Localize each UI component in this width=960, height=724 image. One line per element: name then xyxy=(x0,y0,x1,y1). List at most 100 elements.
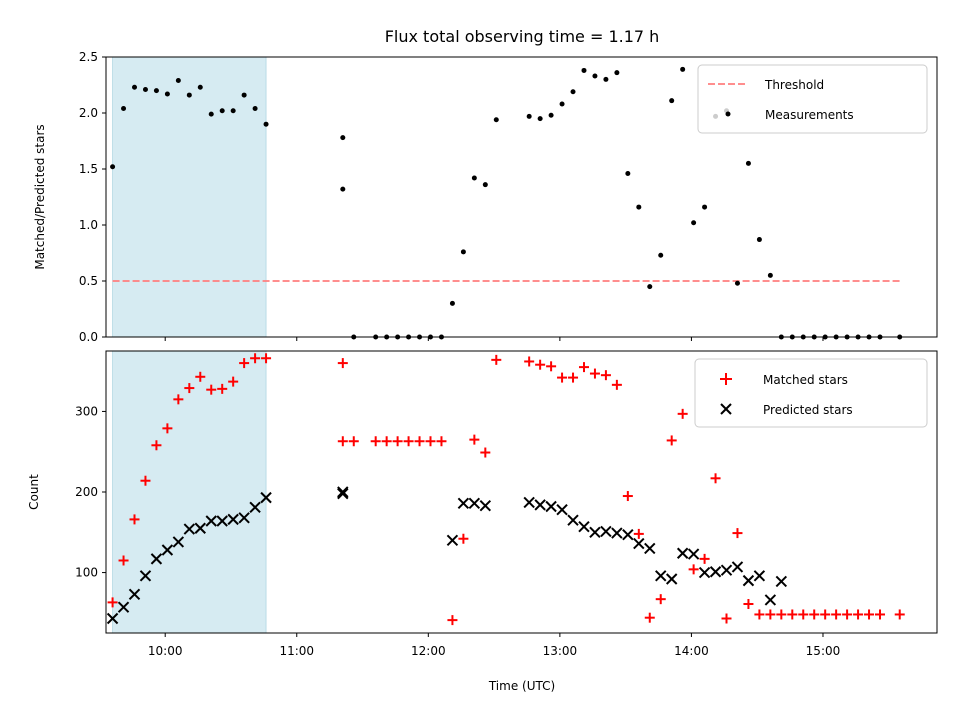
matched-star-point xyxy=(458,533,469,544)
matched-star-point xyxy=(436,436,447,447)
y-tick-label: 2.0 xyxy=(79,106,98,120)
matched-star-point xyxy=(250,353,261,364)
measurement-point xyxy=(230,108,236,114)
matched-star-point xyxy=(600,370,611,381)
predicted-star-point xyxy=(600,525,612,538)
matched-star-point xyxy=(370,436,381,447)
predicted-star-point xyxy=(523,496,535,509)
matched-star-point xyxy=(721,613,732,624)
measurement-point xyxy=(734,280,740,286)
x-tick-label: 15:00 xyxy=(806,644,841,658)
matched-star-point xyxy=(217,383,228,394)
predicted-star-point xyxy=(753,570,766,582)
measurement-point xyxy=(614,70,620,76)
matched-star-point xyxy=(688,564,699,575)
predicted-star-point xyxy=(567,514,579,526)
predicted-star-point xyxy=(622,528,634,541)
predicted-star-point xyxy=(117,601,130,613)
predicted-star-point xyxy=(216,515,228,527)
predicted-star-point xyxy=(676,547,689,559)
predicted-star-point xyxy=(183,523,196,535)
matched-star-point xyxy=(776,609,787,620)
predicted-star-point xyxy=(633,537,645,550)
matched-star-point xyxy=(546,361,557,372)
matched-star-point xyxy=(677,408,688,419)
predicted-star-point xyxy=(468,497,481,509)
matched-star-point xyxy=(831,609,842,620)
measurement-point xyxy=(449,300,455,306)
measurement-point xyxy=(548,112,554,118)
matched-star-point xyxy=(732,528,743,539)
matched-star-point xyxy=(228,376,239,387)
measurement-point xyxy=(493,117,499,123)
matched-star-point xyxy=(173,394,184,405)
measurement-point xyxy=(691,220,697,226)
top-y-axis-label: Matched/Predicted stars xyxy=(33,124,47,269)
bottom-x-axis: 10:00 11:00 12:00 13:00 14:00 15:00 xyxy=(148,633,840,658)
matched-star-point xyxy=(140,475,151,486)
measurement-point xyxy=(756,237,762,243)
matched-star-point xyxy=(809,609,820,620)
predicted-star-point xyxy=(534,499,546,511)
measurement-point xyxy=(636,204,642,210)
top-axes-frame xyxy=(105,56,938,338)
predicted-star-point xyxy=(128,588,141,601)
top-plot-area xyxy=(110,66,903,340)
matched-star-point xyxy=(798,609,809,620)
bottom-legend-box xyxy=(694,358,928,428)
measurement-point xyxy=(186,92,192,98)
y-tick-label: 300 xyxy=(75,404,98,418)
measurement-point xyxy=(110,164,116,170)
predicted-star-point xyxy=(644,542,656,555)
measurement-point xyxy=(669,98,675,104)
matched-star-point xyxy=(469,434,480,445)
measurement-point xyxy=(537,116,543,122)
matched-star-point xyxy=(765,609,776,620)
bottom-shaded-interval xyxy=(112,350,267,634)
predicted-star-point xyxy=(172,536,185,548)
matched-star-point xyxy=(184,383,195,394)
predicted-star-point xyxy=(589,526,601,538)
measurement-point xyxy=(592,73,598,79)
x-tick-label: 13:00 xyxy=(543,644,578,658)
bottom-plot-area xyxy=(106,353,905,626)
top-legend-box xyxy=(697,64,928,134)
matched-star-point xyxy=(337,436,348,447)
matched-star-point xyxy=(118,555,129,566)
matched-star-point xyxy=(129,514,140,525)
predicted-star-point xyxy=(106,612,119,625)
x-axis-label: Time (UTC) xyxy=(488,679,555,693)
predicted-star-point xyxy=(194,522,206,534)
matched-star-point xyxy=(666,435,677,446)
matched-star-point xyxy=(787,609,798,620)
measurement-point xyxy=(132,84,138,90)
matched-star-point xyxy=(425,436,436,447)
matched-star-point xyxy=(480,447,491,458)
matched-star-point xyxy=(348,436,359,447)
matched-star-point xyxy=(403,436,414,447)
measurement-point xyxy=(121,106,127,112)
y-tick-label: 100 xyxy=(75,566,98,580)
matched-star-point xyxy=(853,609,864,620)
matched-star-point xyxy=(699,553,710,564)
measurement-point xyxy=(658,252,664,258)
bottom-axes-frame xyxy=(105,350,938,634)
predicted-star-point xyxy=(238,512,250,524)
matched-star-point xyxy=(239,358,250,369)
measurement-point xyxy=(482,182,488,188)
top-panel: Flux total observing time = 1.17 h 0.00.… xyxy=(33,27,938,344)
x-tick-label: 12:00 xyxy=(411,644,446,658)
y-tick-label: 200 xyxy=(75,485,98,499)
matched-star-point xyxy=(589,368,600,379)
legend-predicted-label: Predicted stars xyxy=(763,403,853,417)
x-tick-label: 10:00 xyxy=(148,644,183,658)
predicted-star-point xyxy=(775,575,788,588)
predicted-star-point xyxy=(150,553,163,565)
predicted-star-point xyxy=(731,561,744,573)
y-tick-label: 1.0 xyxy=(79,218,98,232)
measurement-point xyxy=(526,113,532,119)
measurement-point xyxy=(340,186,346,192)
predicted-star-point xyxy=(709,566,722,578)
legend-matched-swatch xyxy=(720,373,732,385)
